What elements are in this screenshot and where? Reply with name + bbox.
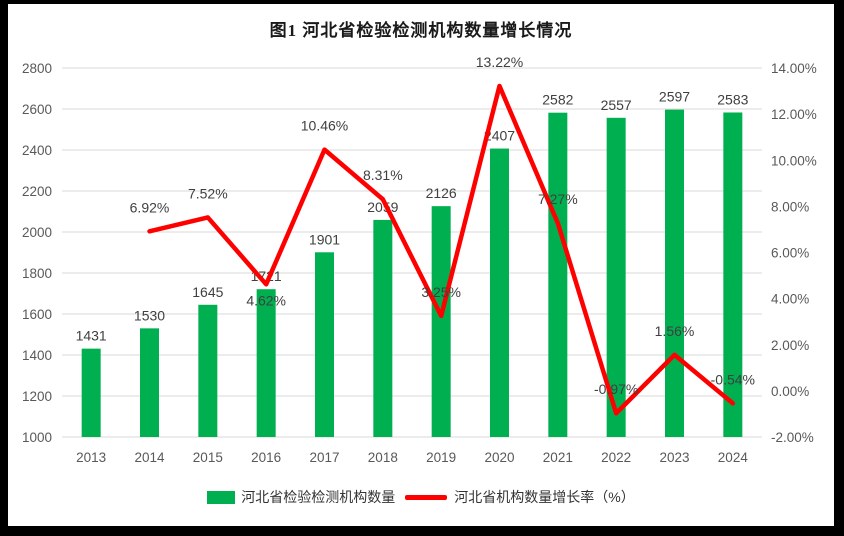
bar-value-label: 2582 — [542, 92, 573, 108]
bar-series-legend-label: 河北省检验检测机构数量 — [241, 489, 396, 505]
bar — [665, 109, 684, 438]
bar — [373, 219, 393, 437]
x-axis-tick-label: 2022 — [601, 450, 631, 465]
line-value-label: 4.62% — [246, 292, 286, 308]
line-value-label: 13.22% — [476, 54, 523, 70]
line-value-label: 1.56% — [655, 323, 695, 339]
x-axis-tick-label: 2018 — [368, 450, 398, 465]
right-axis-tick-label: 0.00% — [771, 384, 809, 399]
left-axis-tick-label: 2400 — [22, 143, 52, 158]
growth-rate-line — [147, 83, 736, 416]
x-axis-tick-label: 2015 — [193, 450, 223, 465]
chart-legend: 河北省检验检测机构数量 河北省机构数量增长率（%） — [8, 486, 834, 508]
line-series-swatch-icon — [405, 494, 448, 500]
right-axis-tick-label: 10.00% — [771, 153, 817, 168]
x-axis-tick-label: 2016 — [251, 450, 281, 465]
line-value-label: 8.31% — [363, 167, 403, 183]
bar — [548, 112, 568, 437]
bar-value-label: 1530 — [134, 307, 165, 323]
combo-chart-plot: 1000 1200 1400 1600 1800 2000 2200 2400 2600 2800… — [22, 54, 817, 465]
x-axis-tick-label: 2017 — [309, 450, 339, 465]
left-axis-tick-label: 1000 — [22, 430, 52, 445]
right-axis-tick-label: 12.00% — [771, 107, 817, 122]
x-axis-tick-label: 2024 — [718, 450, 749, 465]
x-axis-tick-label: 2020 — [484, 450, 514, 465]
x-axis-tick-label: 2019 — [426, 450, 456, 465]
line-series-legend-label: 河北省机构数量增长率（%） — [454, 489, 635, 505]
left-axis-tick-label: 2000 — [22, 225, 52, 240]
line-value-label: 7.27% — [538, 191, 578, 207]
bar — [606, 117, 626, 437]
left-axis-tick-label: 1400 — [22, 348, 52, 363]
chart-title: 图1 河北省检验检测机构数量增长情况 — [269, 21, 573, 40]
bar-value-label: 2407 — [484, 128, 515, 144]
right-axis-tick-label: 2.00% — [771, 338, 809, 353]
line-value-label: -0.97% — [594, 381, 638, 397]
bar — [140, 328, 159, 437]
left-axis-tick-label: 2200 — [22, 184, 52, 199]
x-axis-tick-label: 2023 — [659, 450, 689, 465]
bar — [256, 289, 276, 437]
bar-value-label: 1645 — [192, 284, 223, 300]
right-axis-tick-label: 14.00% — [771, 61, 817, 76]
bar-value-label: 2126 — [426, 185, 457, 201]
bar-value-label: 2597 — [659, 89, 690, 105]
right-axis-tick-label: 6.00% — [771, 246, 809, 261]
left-axis-tick-label: 1200 — [22, 389, 52, 404]
bar — [431, 206, 451, 437]
left-axis-tick-label: 1800 — [22, 266, 52, 281]
bar — [723, 112, 743, 438]
bar-value-label: 2557 — [601, 97, 632, 113]
bar-value-label: 1901 — [309, 231, 340, 247]
bar — [315, 252, 334, 437]
line-value-label: 6.92% — [130, 199, 170, 215]
bar-value-label: 1431 — [76, 328, 107, 344]
x-axis-tick-label: 2013 — [76, 450, 106, 465]
x-axis-tick-label: 2021 — [543, 450, 573, 465]
bar — [198, 304, 218, 437]
bar — [490, 148, 509, 437]
line-value-label: 3.25% — [421, 284, 461, 300]
bar-series-swatch-icon — [207, 490, 236, 504]
left-axis-tick-label: 1600 — [22, 307, 52, 322]
right-axis-tick-label: 8.00% — [771, 199, 809, 214]
line-value-label: -0.54% — [711, 371, 755, 387]
left-axis-tick-label: 2600 — [22, 102, 52, 117]
line-value-label: 7.52% — [188, 185, 228, 201]
bar — [81, 348, 101, 437]
left-axis-tick-label: 2800 — [22, 61, 52, 76]
line-value-label: 10.46% — [301, 118, 348, 134]
right-axis-tick-label: -2.00% — [771, 430, 814, 445]
x-axis-tick-label: 2014 — [134, 450, 165, 465]
right-axis-tick-label: 4.00% — [771, 292, 809, 307]
bar-value-label: 2583 — [717, 91, 748, 107]
